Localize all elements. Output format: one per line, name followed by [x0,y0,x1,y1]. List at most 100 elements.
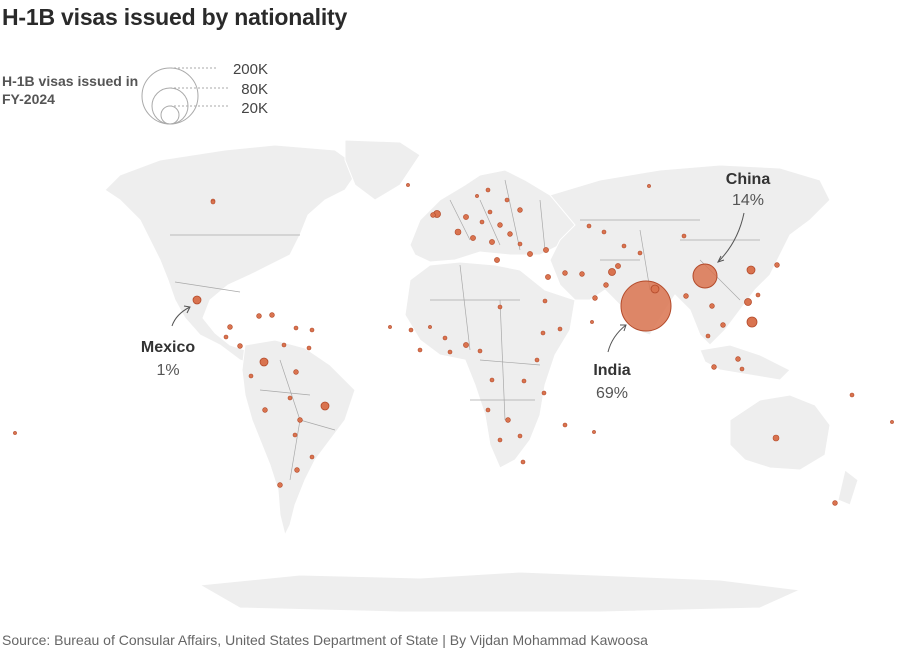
landmass-new-zealand [837,469,859,506]
country-bubble [406,183,410,187]
country-bubble [683,293,689,299]
annotation-mexico-name: Mexico [141,339,195,356]
country-bubble [309,327,315,333]
country-bubble [534,357,540,363]
country-bubble [269,312,275,318]
country-bubble [487,209,493,215]
country-bubble [408,327,414,333]
country-bubble [417,347,423,353]
country-bubble [485,187,491,193]
bubble-nepal [650,284,660,294]
country-bubble [504,197,510,203]
country-bubble [277,482,283,488]
border-africa [430,264,541,421]
country-bubble [890,420,894,424]
country-bubble [223,334,229,340]
landmass-north-america [104,144,361,366]
country-bubble [497,222,503,228]
bubble-mexico [192,295,202,305]
country-bubble [592,430,596,434]
country-bubble [430,212,436,218]
country-bubble [755,292,761,298]
border-europe [449,179,546,251]
bubble-philippines [746,316,758,328]
country-bubble [705,333,711,339]
country-bubble [720,322,726,328]
country-bubble [293,325,299,331]
country-bubble [543,247,549,253]
country-bubble [562,270,568,276]
country-bubble [479,219,485,225]
country-bubble [647,184,651,188]
country-bubble [293,369,299,375]
country-bubble [477,348,483,354]
country-bubble [13,431,17,435]
landmass-antarctica [198,571,802,613]
country-bubble [545,274,551,280]
country-bubble [463,342,469,348]
country-bubble [262,407,268,413]
landmass-africa [404,261,576,469]
country-bubble [542,298,548,304]
country-bubble [475,194,479,198]
legend-value-200k: 200K [233,61,268,78]
bubble-pakistan [608,268,616,276]
country-bubble [739,366,745,372]
country-bubble [497,437,503,443]
annotation-india-share: 69% [596,385,628,402]
country-bubble [388,325,392,329]
country-bubble [517,207,523,213]
country-bubble [294,467,300,473]
legend-value-80k: 80K [241,81,268,98]
country-bubble [210,199,216,205]
country-bubble [615,263,621,269]
country-bubble [517,241,523,247]
country-bubble [517,433,523,439]
annotation-mexico-share: 1% [156,362,179,379]
arrow-mexico [171,306,191,327]
country-bubble [463,214,469,220]
country-bubble [621,243,627,249]
arrow-mexico-head [183,305,191,314]
country-bubble [470,235,476,241]
bubble-taiwan [744,298,752,306]
country-bubble [489,239,495,245]
country-bubble [287,395,293,401]
country-bubble [772,434,780,442]
country-bubble [428,325,432,329]
country-bubble [447,349,453,355]
country-bubble [601,229,607,235]
bubble-india [620,280,672,332]
country-bubble [505,417,511,423]
country-bubble [592,295,598,301]
world-map: China 14% India 69% Mexico 1% [13,139,894,613]
arrow-india [607,324,627,353]
landmass-asia [549,164,831,346]
legend-label: H-1B visas issued in FY-2024 [2,73,139,107]
country-bubble [579,271,585,277]
annotation-china-share: 14% [732,192,764,209]
country-bubble [309,454,315,460]
country-bubble [590,320,594,324]
country-bubble [832,500,838,506]
country-bubble [507,231,513,237]
country-bubble [541,390,547,396]
country-bubble [557,326,563,332]
country-bubble [562,422,568,428]
bubble-south-korea [746,265,756,275]
country-bubble [849,392,855,398]
arrow-china-head [717,255,725,263]
country-bubble [586,223,592,229]
country-bubble [494,257,500,263]
country-bubble [774,262,780,268]
country-bubble [454,228,462,236]
land-masses [104,139,859,613]
bubble-china [692,263,718,289]
country-bubble [540,330,546,336]
bubble-layer [13,183,894,506]
country-bubble [442,335,448,341]
annotation-india-name: India [593,362,630,379]
country-bubble [637,250,643,256]
landmass-greenland [344,139,421,201]
landmass-south-america [241,339,356,537]
